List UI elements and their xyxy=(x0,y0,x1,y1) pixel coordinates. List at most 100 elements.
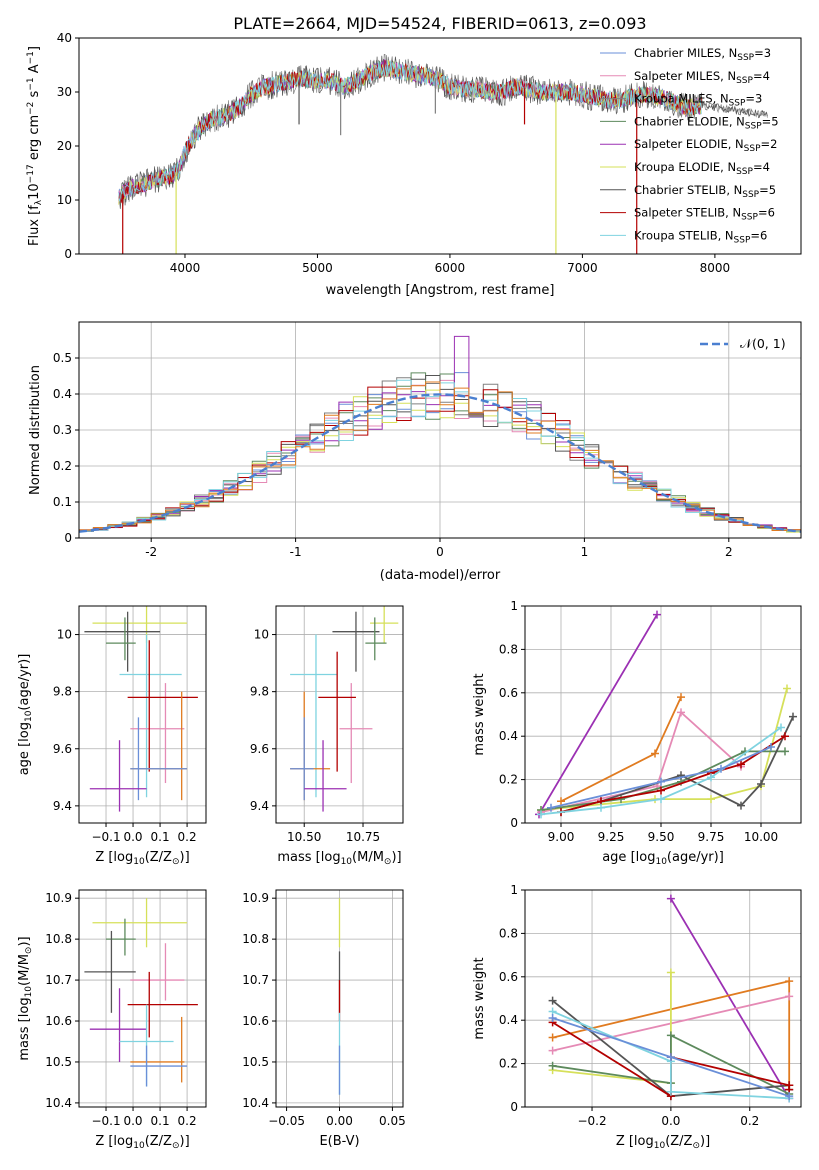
weight-marker xyxy=(707,795,715,804)
y-tick-label: 0 xyxy=(510,816,518,830)
spectrum-frame: 4000 5000 6000 7000 8000 0 10 20 30 40 xyxy=(57,31,802,275)
weight-marker xyxy=(657,786,665,795)
y-tick-label: 10.6 xyxy=(242,1014,269,1028)
y-tick-label: 10.6 xyxy=(45,1014,72,1028)
weight-marker xyxy=(666,1053,675,1062)
weight-marker xyxy=(707,773,715,782)
residuals-frame: -2 -1 0 1 2 0 0.1 0.2 0.3 0.4 0.5 xyxy=(53,321,802,559)
x-tick-label: 0.05 xyxy=(379,1114,406,1128)
x-tick-label: 4000 xyxy=(170,261,201,275)
weight-marker xyxy=(781,732,789,741)
x-tick-label: −0.1 xyxy=(91,830,120,844)
y-tick-label: 9.8 xyxy=(53,685,72,699)
y-tick-label: 0.4 xyxy=(499,729,518,743)
y-axis-label: mass weight xyxy=(472,957,487,1039)
y-tick-label: 9.4 xyxy=(53,799,72,813)
y-tick-label: 10.7 xyxy=(45,973,72,987)
weight-marker xyxy=(783,684,791,693)
x-tick-label: 2 xyxy=(725,545,733,559)
weight-marker xyxy=(666,968,675,977)
weight-marker xyxy=(785,992,794,1001)
weight-marker xyxy=(677,693,685,702)
y-tick-label: 9.4 xyxy=(250,799,269,813)
x-tick-label: 0 xyxy=(436,545,444,559)
y-tick-label: 10.4 xyxy=(45,1096,72,1110)
x-tick-label: 0.00 xyxy=(326,1114,353,1128)
y-tick-label: 10.9 xyxy=(45,891,72,905)
weight-marker xyxy=(597,803,605,812)
mass_vs_Z-plot-area xyxy=(84,898,198,1087)
x-tick-label: −0.05 xyxy=(268,1114,305,1128)
x-tick-label: 8000 xyxy=(700,261,731,275)
figure-title: PLATE=2664, MJD=54524, FIBERID=0613, z=0… xyxy=(233,14,646,33)
weight-marker xyxy=(548,1046,557,1055)
y-tick-label: 9.6 xyxy=(53,742,72,756)
x-tick-label: −0.2 xyxy=(577,1114,606,1128)
weight-marker xyxy=(657,777,665,786)
y-tick-label: 0.8 xyxy=(499,926,518,940)
y-tick-label: 10 xyxy=(254,628,269,642)
mass_vs_ebv-frame: −0.05 0.00 0.05 10.4 10.5 10.6 10.7 10.8 10.9 xyxy=(242,889,406,1128)
weight-marker xyxy=(767,743,775,752)
x-tick-label: 0.0 xyxy=(123,1114,142,1128)
residuals-plot-area xyxy=(79,335,801,538)
y-tick-label: 0.5 xyxy=(53,351,72,365)
y-tick-label: 10.8 xyxy=(242,932,269,946)
y-tick-label: 10.4 xyxy=(242,1096,269,1110)
weight-line-salpeter-elodie xyxy=(670,898,790,1099)
legend-entry: Chabrier MILES, NSSP​=3 xyxy=(634,46,771,63)
x-axis-label: E(B-V) xyxy=(319,1134,359,1149)
histogram-salpeter-stelib xyxy=(79,386,801,538)
weight-marker xyxy=(757,779,765,788)
x-tick-label: 0.2 xyxy=(178,1114,197,1128)
x-tick-label: 7000 xyxy=(567,261,598,275)
weight-marker xyxy=(777,723,785,732)
y-tick-label: 0.8 xyxy=(499,642,518,656)
x-axis-label: Z [log10​(Z/Z⊙​)] xyxy=(616,1134,710,1151)
x-axis-label: mass [log10​(M/M⊙​)] xyxy=(277,850,401,867)
x-tick-label: 10.75 xyxy=(346,830,380,844)
weight-marker xyxy=(617,795,625,804)
weight-marker xyxy=(651,749,659,758)
x-tick-label: 0.1 xyxy=(151,830,170,844)
x-tick-label: 0.2 xyxy=(740,1114,759,1128)
y-tick-label: 1 xyxy=(510,599,518,613)
y-tick-label: 0.2 xyxy=(499,1057,518,1071)
y-tick-label: 0.6 xyxy=(499,686,518,700)
y-tick-label: 40 xyxy=(57,31,72,45)
weight-line-kroupa-stelib xyxy=(552,1010,790,1100)
weight-marker xyxy=(548,1014,557,1023)
weight-marker xyxy=(666,894,675,903)
mass_vs_Z-frame: −0.1 0.0 0.1 0.2 10.4 10.5 10.6 10.7 10.8 10.9 xyxy=(45,889,207,1128)
x-axis-label: Z [log10​(Z/Z⊙​)] xyxy=(95,1134,189,1151)
legend-entry: Salpeter ELODIE, NSSP​=2 xyxy=(634,137,777,154)
x-axis-label: Z [log10​(Z/Z⊙​)] xyxy=(95,850,189,867)
x-axis-label: wavelength [Angstrom, rest frame] xyxy=(326,283,555,298)
y-axis-label: Flux [fλ​10−17​ erg cm−2​ s−1​ A−1​] xyxy=(26,46,44,246)
age_vs_mass-plot-area xyxy=(290,606,399,812)
x-tick-label: -1 xyxy=(290,545,302,559)
weight_vs_age-plot-area xyxy=(535,610,797,819)
age_vs_Z-axes xyxy=(79,606,206,823)
weight-marker xyxy=(548,1033,557,1042)
y-tick-label: 0.3 xyxy=(53,423,72,437)
axes-frame xyxy=(78,605,207,824)
y-tick-label: 9.6 xyxy=(250,742,269,756)
legend-entry: Salpeter MILES, NSSP​=4 xyxy=(634,69,770,86)
weight-marker xyxy=(557,797,565,806)
x-tick-label: 10.00 xyxy=(744,830,778,844)
y-tick-label: 10 xyxy=(57,628,72,642)
legend-entry: Chabrier ELODIE, NSSP​=5 xyxy=(634,114,779,131)
spectrum-kroupa-stelib xyxy=(118,60,702,202)
x-tick-label: 9.75 xyxy=(698,830,725,844)
x-axis-label: (data-model)/error xyxy=(380,568,501,583)
weight-marker xyxy=(548,996,557,1005)
y-tick-label: 0 xyxy=(64,531,72,545)
y-tick-label: 1 xyxy=(510,883,518,897)
weight_vs_Z-plot-area xyxy=(548,894,794,1103)
y-tick-label: 9.8 xyxy=(250,685,269,699)
y-tick-label: 20 xyxy=(57,139,72,153)
y-tick-label: 0.4 xyxy=(53,387,72,401)
y-tick-label: 0 xyxy=(64,247,72,261)
weight-line-salpeter-elodie xyxy=(538,614,658,815)
